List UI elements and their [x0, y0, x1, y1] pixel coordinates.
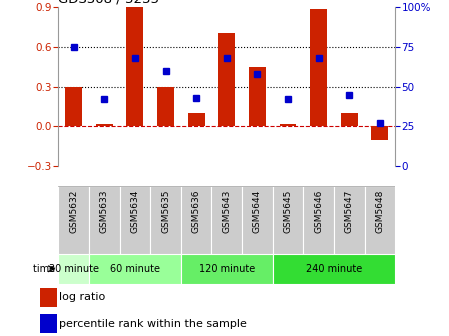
Text: GSM5644: GSM5644 [253, 190, 262, 233]
Text: GSM5632: GSM5632 [69, 190, 78, 233]
Bar [341, 113, 357, 126]
Bar [150, 186, 181, 254]
Bar [273, 254, 395, 284]
Bar [58, 186, 89, 254]
Text: time: time [33, 264, 58, 274]
Text: GSM5643: GSM5643 [222, 190, 231, 233]
Bar [157, 87, 174, 126]
Text: GSM5634: GSM5634 [130, 190, 139, 233]
Text: GSM5645: GSM5645 [283, 190, 292, 233]
Bar [89, 254, 181, 284]
Text: 240 minute: 240 minute [306, 264, 362, 274]
Bar [96, 124, 113, 126]
Text: 120 minute: 120 minute [198, 264, 255, 274]
Bar [365, 186, 395, 254]
Bar [310, 9, 327, 126]
Bar [334, 186, 365, 254]
Bar [211, 186, 242, 254]
Bar [371, 126, 388, 140]
Text: log ratio: log ratio [59, 292, 106, 302]
Bar [65, 87, 82, 126]
Text: GSM5633: GSM5633 [100, 190, 109, 233]
Bar [40, 313, 57, 333]
Bar [242, 186, 273, 254]
Bar [273, 186, 303, 254]
Text: GSM5636: GSM5636 [192, 190, 201, 233]
Bar [218, 33, 235, 126]
Bar [119, 186, 150, 254]
Text: 30 minute: 30 minute [48, 264, 99, 274]
Text: GDS308 / 5235: GDS308 / 5235 [58, 0, 159, 6]
Bar [188, 113, 205, 126]
Bar [280, 124, 296, 126]
Text: GSM5646: GSM5646 [314, 190, 323, 233]
Text: GSM5635: GSM5635 [161, 190, 170, 233]
Bar [181, 254, 273, 284]
Bar [40, 288, 57, 307]
Bar [89, 186, 119, 254]
Bar [181, 186, 211, 254]
Text: 60 minute: 60 minute [110, 264, 160, 274]
Bar [249, 67, 266, 126]
Bar [127, 7, 143, 126]
Bar [303, 186, 334, 254]
Text: GSM5648: GSM5648 [375, 190, 384, 233]
Text: GSM5647: GSM5647 [345, 190, 354, 233]
Bar [58, 254, 89, 284]
Text: percentile rank within the sample: percentile rank within the sample [59, 319, 247, 329]
